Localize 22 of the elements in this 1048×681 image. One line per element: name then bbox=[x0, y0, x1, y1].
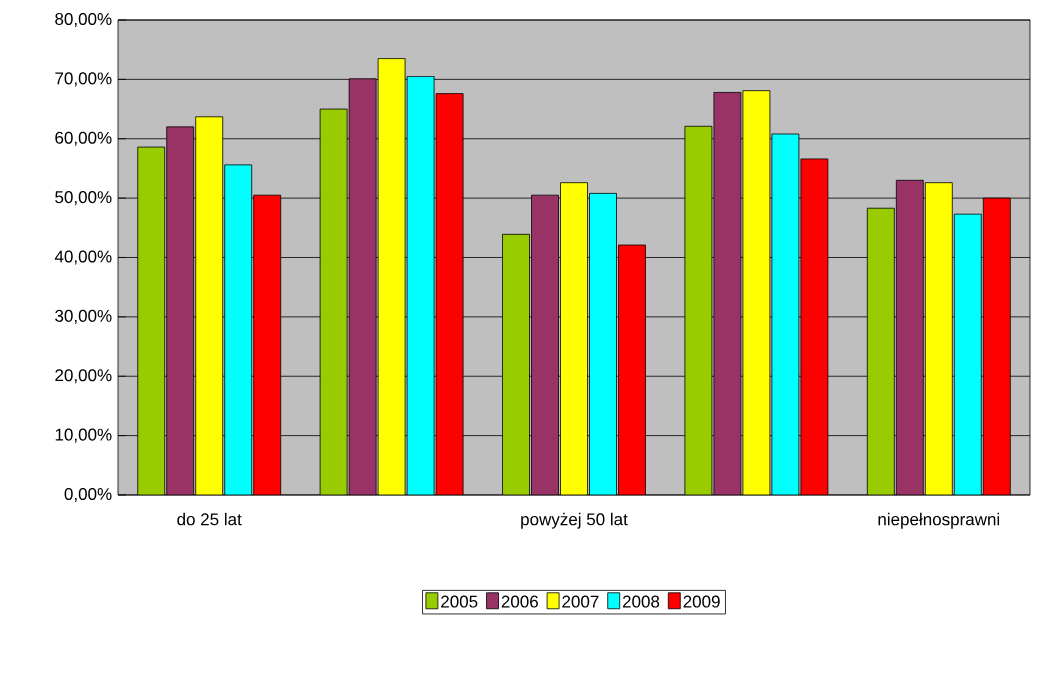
x-tick-label: do 25 lat bbox=[177, 512, 242, 526]
y-tick-label: 70,00% bbox=[55, 72, 112, 87]
y-tick-label: 0,00% bbox=[64, 487, 112, 503]
bar bbox=[684, 125, 713, 495]
y-tick-label: 40,00% bbox=[54, 250, 112, 265]
y-tick-label: 30,00% bbox=[55, 309, 112, 324]
y-tick-label: 10,00% bbox=[55, 428, 112, 443]
legend-label: 2007 bbox=[562, 595, 599, 608]
x-tick-label: powyżej 50 lat bbox=[521, 512, 628, 529]
y-tick-label: 60,00% bbox=[55, 131, 112, 146]
y-tick-label: 50,00% bbox=[55, 191, 112, 206]
bar bbox=[319, 108, 348, 495]
bar bbox=[137, 146, 166, 495]
bar bbox=[502, 233, 530, 495]
bar bbox=[866, 207, 895, 495]
y-tick-label: 80,00% bbox=[55, 12, 112, 28]
legend-label: 2006 bbox=[501, 595, 538, 608]
legend-label: 2009 bbox=[683, 595, 720, 608]
legend-label: 2005 bbox=[441, 595, 478, 608]
x-tick-label: niepełnosprawni bbox=[878, 512, 1000, 529]
y-tick-label: 20,00% bbox=[55, 369, 112, 384]
legend-label: 2008 bbox=[622, 595, 660, 608]
